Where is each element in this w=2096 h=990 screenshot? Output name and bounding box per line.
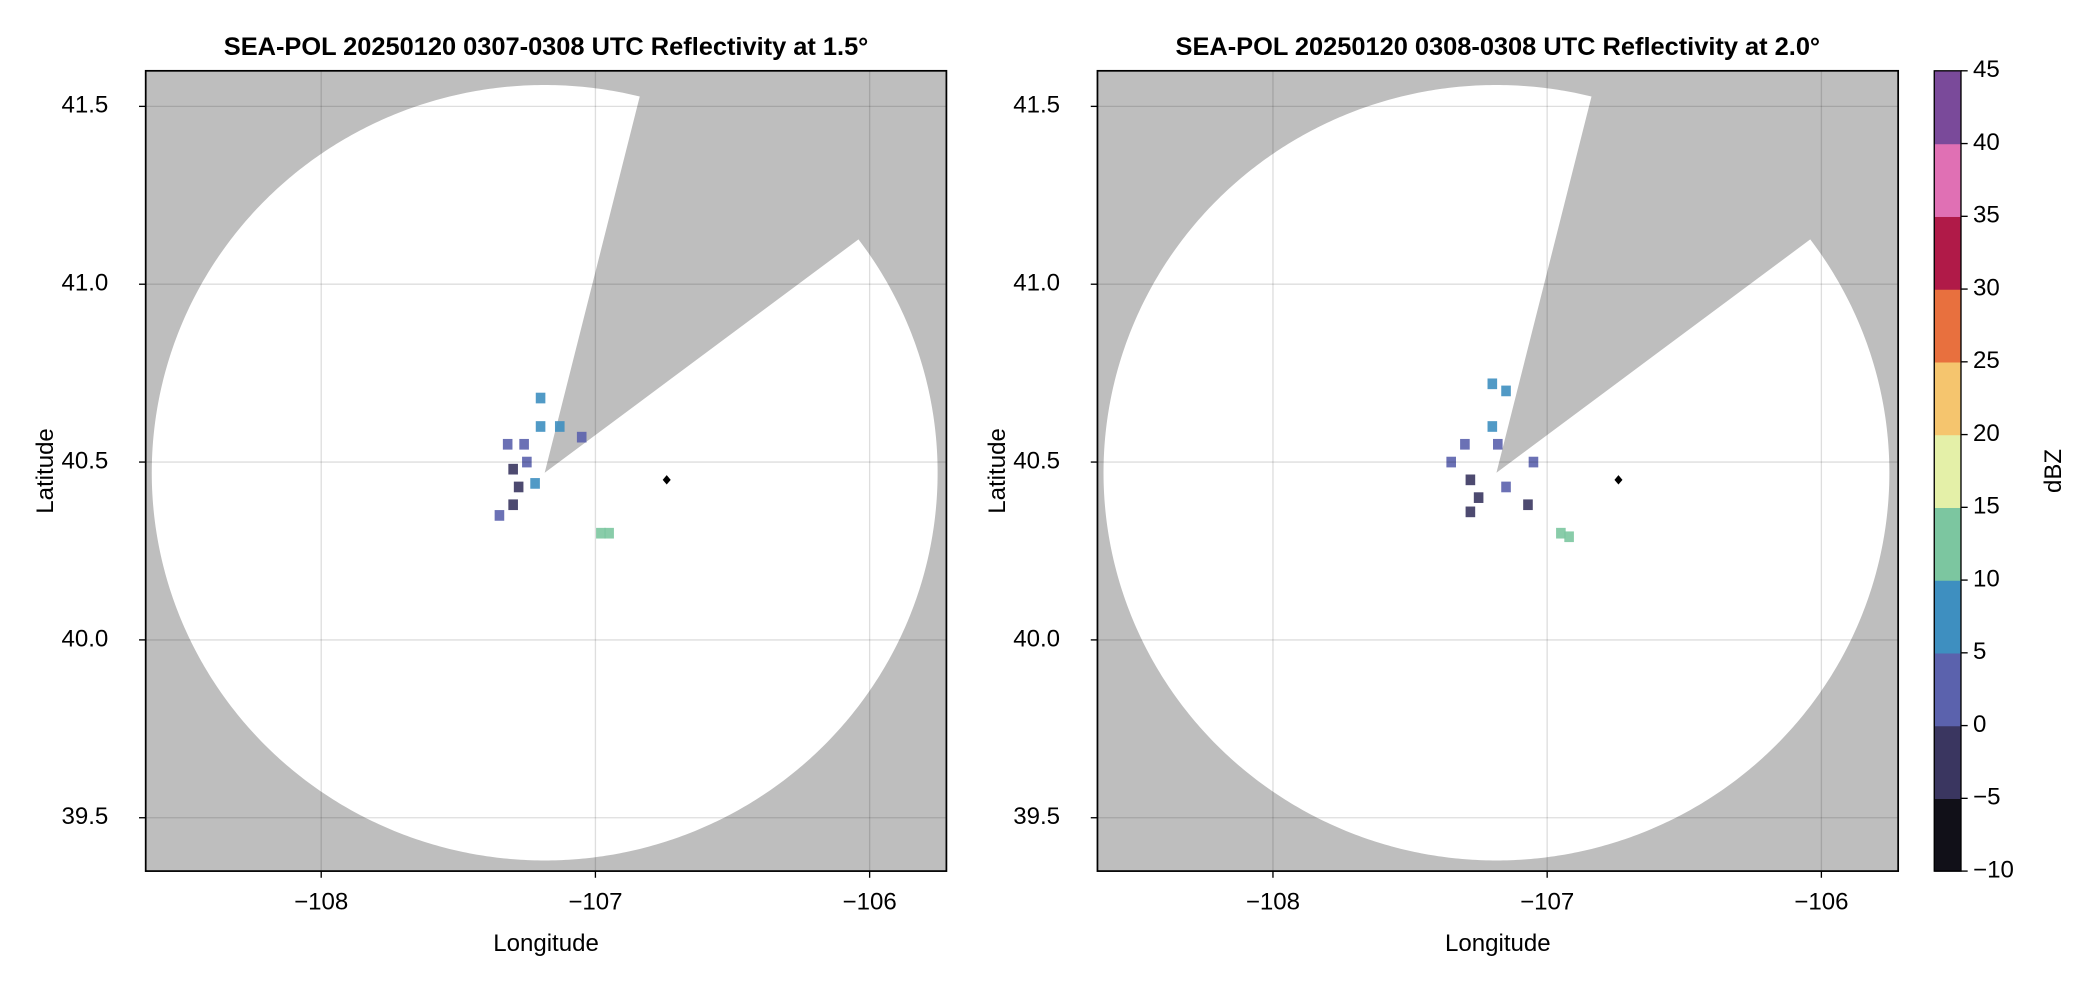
x-tick-label: −107 (568, 889, 622, 916)
echo (513, 481, 524, 493)
y-tick-label: 41.0 (1013, 270, 1060, 297)
colorbar-tick-label: 15 (1973, 493, 2000, 520)
axes-frame (144, 69, 948, 872)
y-tick-label: 41.5 (61, 92, 108, 119)
y-tick-label: 40.5 (1013, 447, 1060, 474)
x-tick-label: −108 (1246, 889, 1300, 916)
radar-coverage (1103, 85, 1890, 861)
y-tick-label: 41.0 (61, 270, 108, 297)
plot-area (145, 70, 947, 872)
radar-marker (662, 475, 671, 485)
colorbar-tick-label: 40 (1973, 129, 2000, 156)
echo (1501, 481, 1511, 493)
echo (1493, 438, 1503, 450)
y-axis-label: Latitude (984, 428, 1011, 514)
y-tick-label: 41.5 (1013, 92, 1060, 119)
colorbar-tick-label: 30 (1973, 274, 2000, 301)
y-axis-label: Latitude (32, 428, 59, 514)
echo (1523, 499, 1533, 511)
echo (494, 510, 505, 521)
colorbar-bin (1934, 216, 1961, 290)
x-tick-label: −106 (1794, 889, 1848, 916)
echo (596, 527, 606, 539)
echo (1473, 492, 1484, 503)
colorbar-tick-label: 25 (1973, 347, 2000, 374)
radar-coverage (151, 85, 938, 861)
x-axis-label: Longitude (493, 930, 599, 957)
colorbar-bin (1934, 143, 1961, 217)
echo (508, 499, 518, 511)
echo (535, 392, 546, 404)
colorbar-tick-label: 35 (1973, 202, 2000, 229)
echo (535, 421, 546, 432)
chart-title: SEA-POL 20250120 0308-0308 UTC Reflectiv… (1176, 33, 1821, 61)
echo (530, 478, 540, 489)
colorbar-bin (1934, 289, 1961, 363)
echo (1487, 378, 1498, 390)
colorbar-tick-label: 0 (1973, 711, 1986, 738)
colorbar-label: dBZ (2040, 449, 2067, 493)
y-tick-label: 40.0 (61, 625, 108, 652)
y-tick-label: 40.0 (1013, 625, 1060, 652)
echo (554, 421, 565, 432)
colorbar-bin (1934, 361, 1961, 436)
echo (1465, 506, 1476, 518)
x-tick-label: −108 (294, 889, 348, 916)
colorbar-frame (1933, 70, 1962, 872)
colorbar-tick-label: 10 (1973, 565, 2000, 592)
echo (522, 456, 532, 468)
y-tick-label: 39.5 (1013, 803, 1060, 830)
colorbar-bin (1934, 70, 1961, 145)
echo (508, 463, 518, 475)
x-tick-label: −106 (843, 889, 897, 916)
echo (1460, 438, 1470, 450)
echo (1564, 531, 1574, 543)
radar-marker (1614, 475, 1623, 485)
colorbar-bin (1934, 580, 1961, 654)
colorbar-bin (1934, 434, 1961, 508)
echo (1465, 474, 1476, 486)
echo (1487, 421, 1498, 432)
echo (1556, 527, 1566, 539)
colorbar-bin (1934, 652, 1961, 727)
colorbar-tick-label: −10 (1973, 856, 2014, 883)
plot-area (1097, 70, 1899, 872)
echo (1501, 385, 1511, 397)
echo (576, 431, 587, 443)
echo (519, 438, 529, 450)
axes-frame (1096, 69, 1900, 872)
colorbar-bin (1934, 507, 1961, 581)
colorbar-bin (1934, 798, 1961, 872)
colorbar-tick-label: 20 (1973, 420, 2000, 447)
y-tick-label: 39.5 (61, 803, 108, 830)
x-tick-label: −107 (1520, 889, 1574, 916)
colorbar-tick-label: 5 (1973, 638, 1986, 665)
echo (1446, 456, 1456, 468)
chart-title: SEA-POL 20250120 0307-0308 UTC Reflectiv… (224, 33, 869, 61)
colorbar-tick-label: 45 (1973, 56, 2000, 83)
echo (1528, 456, 1539, 468)
colorbar-bin (1934, 725, 1961, 800)
echo (502, 438, 513, 450)
colorbar-tick-label: −5 (1973, 784, 2000, 811)
x-axis-label: Longitude (1445, 930, 1551, 957)
echo (604, 527, 614, 539)
y-tick-label: 40.5 (61, 447, 108, 474)
